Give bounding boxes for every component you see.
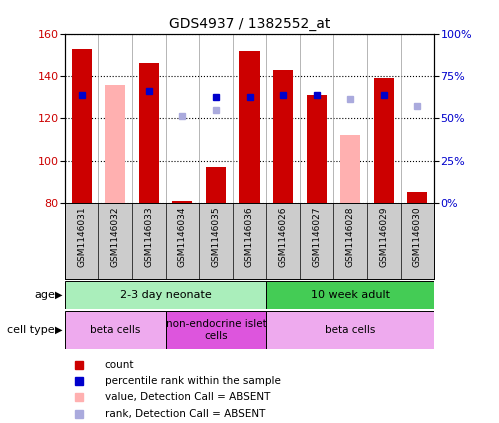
Text: count: count bbox=[105, 360, 134, 370]
Text: rank, Detection Call = ABSENT: rank, Detection Call = ABSENT bbox=[105, 409, 265, 418]
Bar bbox=[266, 281, 434, 309]
Text: age: age bbox=[34, 290, 55, 300]
Bar bbox=[65, 311, 166, 349]
Bar bbox=[206, 167, 226, 203]
Bar bbox=[71, 49, 92, 203]
Text: percentile rank within the sample: percentile rank within the sample bbox=[105, 376, 280, 386]
Text: GSM1146029: GSM1146029 bbox=[379, 207, 388, 267]
Text: GSM1146030: GSM1146030 bbox=[413, 207, 422, 267]
Bar bbox=[172, 201, 193, 203]
Bar bbox=[240, 51, 259, 203]
Bar bbox=[340, 135, 360, 203]
Text: GSM1146031: GSM1146031 bbox=[77, 207, 86, 267]
Bar bbox=[105, 85, 125, 203]
Bar bbox=[166, 311, 266, 349]
Text: ▶: ▶ bbox=[55, 290, 62, 300]
Text: value, Detection Call = ABSENT: value, Detection Call = ABSENT bbox=[105, 392, 270, 402]
Text: beta cells: beta cells bbox=[325, 325, 375, 335]
Text: cell type: cell type bbox=[7, 325, 55, 335]
Text: beta cells: beta cells bbox=[90, 325, 140, 335]
Bar bbox=[266, 311, 434, 349]
Bar bbox=[139, 63, 159, 203]
Bar bbox=[273, 70, 293, 203]
Bar bbox=[374, 78, 394, 203]
Text: GSM1146036: GSM1146036 bbox=[245, 207, 254, 267]
Text: GSM1146026: GSM1146026 bbox=[278, 207, 287, 267]
Text: 2-3 day neonate: 2-3 day neonate bbox=[120, 290, 212, 300]
Text: GSM1146033: GSM1146033 bbox=[144, 207, 153, 267]
Bar bbox=[306, 95, 327, 203]
Text: GSM1146028: GSM1146028 bbox=[346, 207, 355, 267]
Text: non-endocrine islet
cells: non-endocrine islet cells bbox=[166, 319, 266, 341]
Text: GSM1146035: GSM1146035 bbox=[212, 207, 221, 267]
Text: GSM1146034: GSM1146034 bbox=[178, 207, 187, 267]
Bar bbox=[407, 192, 428, 203]
Title: GDS4937 / 1382552_at: GDS4937 / 1382552_at bbox=[169, 17, 330, 31]
Text: 10 week adult: 10 week adult bbox=[311, 290, 390, 300]
Text: ▶: ▶ bbox=[55, 325, 62, 335]
Text: GSM1146032: GSM1146032 bbox=[111, 207, 120, 267]
Text: GSM1146027: GSM1146027 bbox=[312, 207, 321, 267]
Bar bbox=[65, 281, 266, 309]
